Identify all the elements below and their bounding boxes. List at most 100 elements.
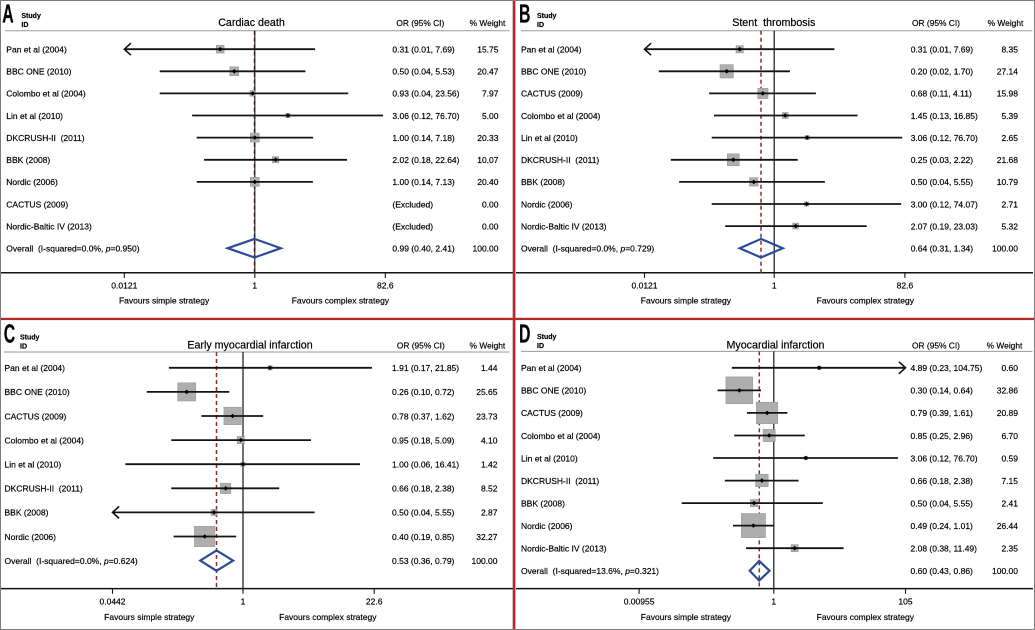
svg-text:BBC ONE (2010): BBC ONE (2010) (521, 386, 586, 396)
svg-text:BBC ONE (2010): BBC ONE (2010) (6, 67, 71, 77)
svg-text:Colombo et al (2004): Colombo et al (2004) (5, 435, 85, 445)
svg-text:5.32: 5.32 (1001, 221, 1018, 231)
svg-text:0.50 (0.04, 5.55): 0.50 (0.04, 5.55) (392, 508, 455, 518)
svg-text:0.25 (0.03, 2.22): 0.25 (0.03, 2.22) (911, 155, 974, 165)
svg-text:Lin et al (2010): Lin et al (2010) (5, 460, 62, 470)
svg-text:23.73: 23.73 (476, 411, 498, 421)
svg-text:0.79 (0.39, 1.61): 0.79 (0.39, 1.61) (911, 408, 974, 418)
svg-text:Overall (I-squared=0.0%, p=0.: Overall (I-squared=0.0%, p=0.729) (521, 244, 654, 254)
svg-text:0.78 (0.37, 1.62): 0.78 (0.37, 1.62) (392, 411, 455, 421)
svg-text:Nordic-Baltic IV (2013): Nordic-Baltic IV (2013) (521, 221, 607, 231)
svg-text:Study: Study (20, 334, 40, 341)
svg-text:% Weight: % Weight (470, 340, 506, 350)
svg-text:100.00: 100.00 (992, 566, 1018, 576)
svg-text:Pan et al (2004): Pan et al (2004) (6, 45, 67, 55)
svg-text:20.89: 20.89 (997, 408, 1019, 418)
svg-text:1.44: 1.44 (481, 363, 498, 373)
svg-text:Myocardial infarction: Myocardial infarction (726, 339, 824, 351)
svg-text:Nordic-Baltic IV (2013): Nordic-Baltic IV (2013) (6, 221, 92, 231)
svg-text:2.71: 2.71 (1001, 199, 1018, 209)
svg-text:Nordic (2006): Nordic (2006) (521, 199, 573, 209)
svg-text:0.59: 0.59 (1001, 453, 1018, 463)
svg-text:DKCRUSH-II (2011): DKCRUSH-II (2011) (6, 133, 84, 143)
svg-text:Favours complex strategy: Favours complex strategy (817, 612, 915, 622)
svg-text:OR (95% CI): OR (95% CI) (912, 18, 960, 28)
svg-text:% Weight: % Weight (987, 340, 1023, 350)
svg-text:CACTUS (2009): CACTUS (2009) (6, 199, 68, 209)
svg-text:BBK (2008): BBK (2008) (521, 498, 565, 508)
svg-text:OR (95% CI): OR (95% CI) (397, 340, 445, 350)
svg-text:C: C (4, 320, 15, 349)
svg-text:0.50 (0.04, 5.53): 0.50 (0.04, 5.53) (392, 67, 455, 77)
svg-text:Colombo et al (2004): Colombo et al (2004) (521, 431, 601, 441)
svg-text:25.65: 25.65 (476, 387, 498, 397)
svg-text:3.06 (0.12, 76.70): 3.06 (0.12, 76.70) (911, 453, 978, 463)
svg-text:CACTUS (2009): CACTUS (2009) (521, 408, 583, 418)
svg-text:Lin et al (2010): Lin et al (2010) (6, 111, 63, 121)
svg-text:27.14: 27.14 (997, 67, 1019, 77)
svg-text:Nordic-Baltic IV (2013): Nordic-Baltic IV (2013) (521, 544, 607, 554)
svg-text:0.31 (0.01, 7.69): 0.31 (0.01, 7.69) (392, 45, 455, 55)
svg-text:8.35: 8.35 (1001, 45, 1018, 55)
svg-text:BBK (2008): BBK (2008) (6, 155, 50, 165)
svg-text:Favours complex strategy: Favours complex strategy (292, 295, 390, 305)
svg-text:20.40: 20.40 (477, 177, 499, 187)
svg-text:Study: Study (537, 13, 557, 20)
svg-text:BBC ONE (2010): BBC ONE (2010) (521, 67, 586, 77)
svg-text:2.02 (0.18, 22.64): 2.02 (0.18, 22.64) (392, 155, 459, 165)
svg-text:100.00: 100.00 (472, 556, 498, 566)
svg-text:0.50 (0.04, 5.55): 0.50 (0.04, 5.55) (911, 177, 974, 187)
svg-text:(Excluded): (Excluded) (392, 221, 433, 231)
svg-text:32.27: 32.27 (476, 532, 498, 542)
svg-text:A: A (2, 0, 13, 29)
svg-text:Overall (I-squared=13.6%, p=0: Overall (I-squared=13.6%, p=0.321) (521, 566, 659, 576)
svg-text:Favours simple strategy: Favours simple strategy (119, 295, 210, 305)
svg-text:4.89 (0.23, 104.75): 4.89 (0.23, 104.75) (911, 363, 983, 373)
svg-text:DKCRUSH-II (2011): DKCRUSH-II (2011) (521, 155, 599, 165)
svg-text:Favours complex strategy: Favours complex strategy (279, 612, 377, 622)
svg-text:100.00: 100.00 (992, 244, 1018, 254)
svg-text:32.86: 32.86 (997, 386, 1019, 396)
svg-text:Pan et al (2004): Pan et al (2004) (521, 363, 582, 373)
svg-text:15.98: 15.98 (997, 89, 1019, 99)
svg-text:Nordic (2006): Nordic (2006) (5, 532, 57, 542)
svg-text:0.26 (0.10, 0.72): 0.26 (0.10, 0.72) (392, 387, 455, 397)
svg-text:0.00: 0.00 (482, 199, 499, 209)
svg-text:Favours simple strategy: Favours simple strategy (641, 295, 732, 305)
svg-text:10.07: 10.07 (477, 155, 499, 165)
svg-text:105: 105 (898, 596, 912, 606)
svg-text:ID: ID (537, 22, 544, 29)
svg-text:0.99 (0.40, 2.41): 0.99 (0.40, 2.41) (392, 244, 455, 254)
svg-text:1.00 (0.14, 7.13): 1.00 (0.14, 7.13) (392, 177, 455, 187)
svg-text:82.6: 82.6 (377, 281, 394, 291)
svg-text:2.07 (0.19, 23.03): 2.07 (0.19, 23.03) (911, 221, 978, 231)
svg-text:5.39: 5.39 (1001, 111, 1018, 121)
svg-text:Lin et al (2010): Lin et al (2010) (521, 133, 578, 143)
svg-text:4.10: 4.10 (481, 435, 498, 445)
svg-text:(Excluded): (Excluded) (392, 199, 433, 209)
svg-text:0.20 (0.02, 1.70): 0.20 (0.02, 1.70) (911, 67, 974, 77)
svg-text:BBK (2008): BBK (2008) (5, 508, 49, 518)
svg-text:0.60 (0.43, 0.86): 0.60 (0.43, 0.86) (911, 566, 974, 576)
svg-text:100.00: 100.00 (473, 244, 499, 254)
svg-text:BBK (2008): BBK (2008) (521, 177, 565, 187)
svg-text:0.30 (0.14, 0.64): 0.30 (0.14, 0.64) (911, 386, 974, 396)
svg-text:Nordic (2006): Nordic (2006) (521, 521, 573, 531)
svg-text:0.66 (0.18, 2.38): 0.66 (0.18, 2.38) (392, 484, 455, 494)
svg-text:ID: ID (20, 344, 27, 351)
svg-text:Pan et al (2004): Pan et al (2004) (5, 363, 66, 373)
svg-text:10.79: 10.79 (997, 177, 1019, 187)
svg-text:Lin et al (2010): Lin et al (2010) (521, 453, 578, 463)
svg-text:0.93 (0.04, 23.56): 0.93 (0.04, 23.56) (392, 89, 459, 99)
svg-text:Favours complex strategy: Favours complex strategy (817, 295, 915, 305)
svg-text:21.68: 21.68 (997, 155, 1019, 165)
svg-text:CACTUS (2009): CACTUS (2009) (521, 89, 583, 99)
svg-text:1: 1 (772, 281, 777, 291)
svg-text:1.91 (0.17, 21.85): 1.91 (0.17, 21.85) (392, 363, 459, 373)
svg-text:3.06 (0.12, 76.70): 3.06 (0.12, 76.70) (392, 111, 459, 121)
svg-text:0.0442: 0.0442 (100, 596, 126, 606)
svg-text:OR (95% CI): OR (95% CI) (912, 340, 960, 350)
svg-text:0.00: 0.00 (482, 221, 499, 231)
svg-text:7.97: 7.97 (482, 89, 499, 99)
svg-text:0.85 (0.25, 2.96): 0.85 (0.25, 2.96) (911, 431, 974, 441)
